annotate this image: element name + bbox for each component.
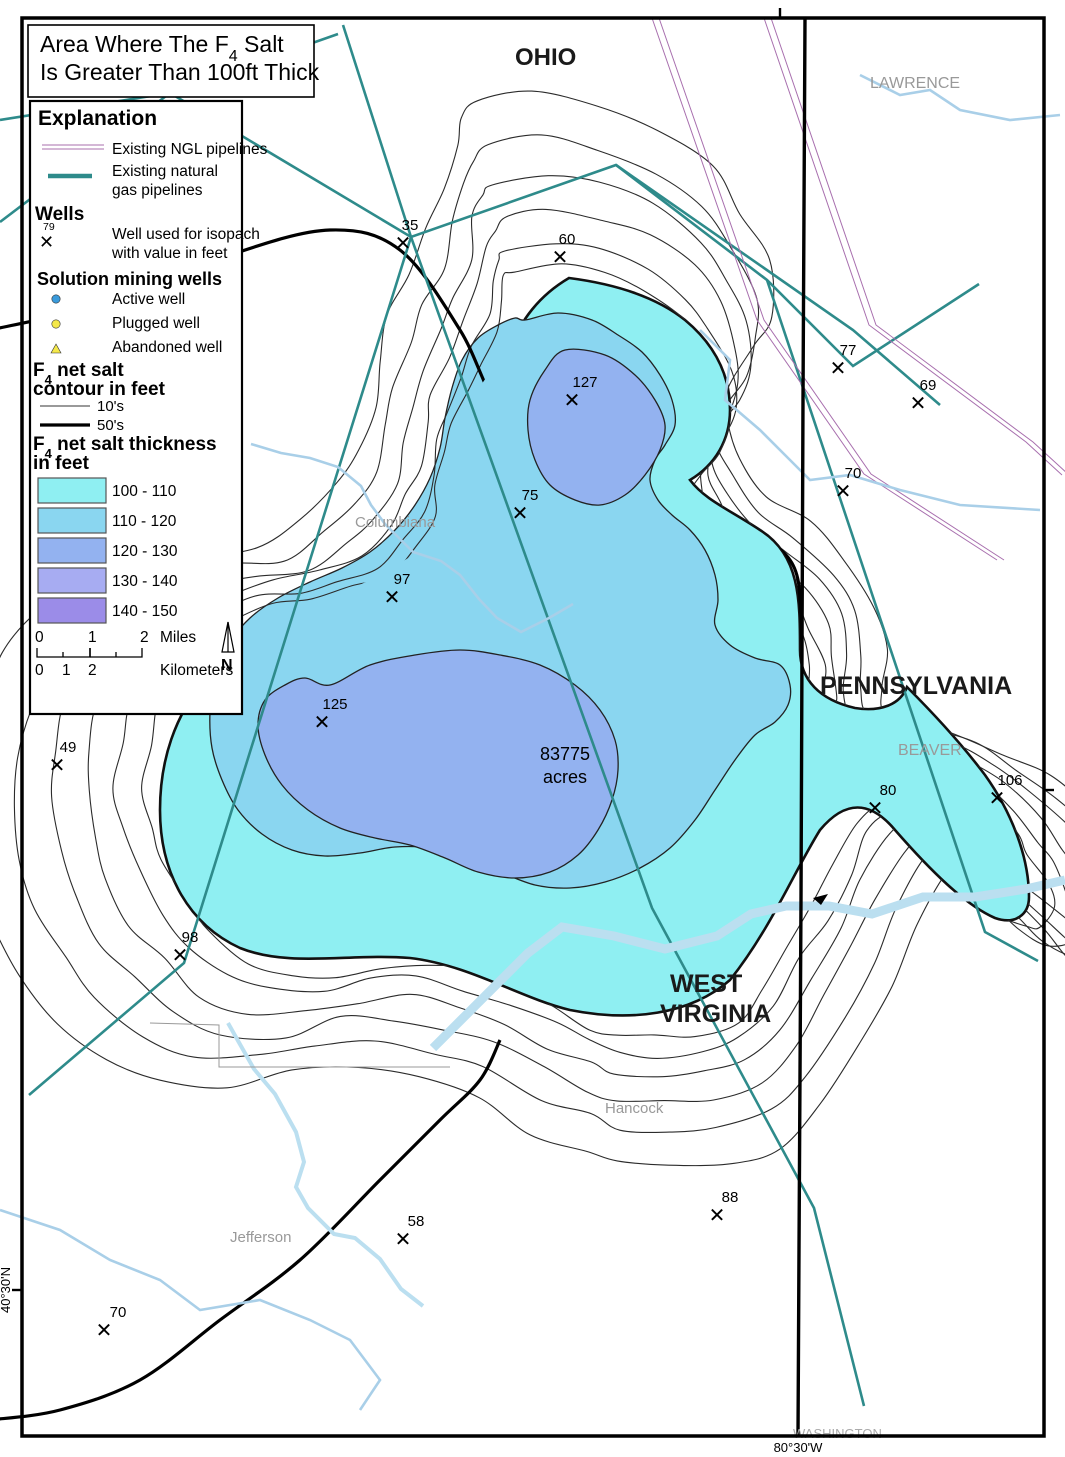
svg-text:10's: 10's	[97, 398, 124, 415]
svg-text:Hancock: Hancock	[605, 1100, 664, 1117]
svg-text:Solution mining wells: Solution mining wells	[37, 269, 222, 289]
svg-text:80: 80	[880, 782, 897, 799]
svg-text:130 - 140: 130 - 140	[112, 573, 178, 590]
svg-text:50's: 50's	[97, 417, 124, 434]
svg-text:✕: ✕	[830, 358, 847, 380]
svg-text:Plugged well: Plugged well	[112, 315, 200, 332]
svg-text:Columbiana: Columbiana	[355, 514, 436, 531]
svg-text:contour in feet: contour in feet	[33, 379, 166, 400]
svg-text:83775: 83775	[540, 744, 590, 764]
svg-text:1: 1	[88, 629, 97, 646]
svg-text:✕: ✕	[564, 390, 581, 412]
svg-text:Jefferson: Jefferson	[230, 1229, 291, 1246]
svg-text:acres: acres	[543, 767, 587, 787]
svg-text:2: 2	[88, 662, 97, 679]
svg-text:0: 0	[35, 629, 44, 646]
svg-text:with value in feet: with value in feet	[111, 245, 228, 262]
svg-text:✕: ✕	[552, 247, 569, 269]
svg-text:0: 0	[35, 662, 44, 679]
svg-text:2: 2	[140, 629, 149, 646]
svg-text:WASHINGTON: WASHINGTON	[793, 1426, 882, 1441]
svg-text:40°30'N: 40°30'N	[0, 1267, 13, 1313]
svg-text:106: 106	[997, 772, 1022, 789]
svg-text:✕: ✕	[172, 945, 189, 967]
svg-text:✕: ✕	[49, 755, 66, 777]
svg-text:Well used for isopach: Well used for isopach	[112, 226, 260, 243]
svg-text:✕: ✕	[395, 1229, 412, 1251]
svg-text:Is Greater Than 100ft Thick: Is Greater Than 100ft Thick	[40, 59, 320, 85]
svg-text:125: 125	[322, 696, 347, 713]
svg-text:70: 70	[845, 465, 862, 482]
svg-text:LAWRENCE: LAWRENCE	[870, 75, 960, 92]
svg-text:in feet: in feet	[33, 453, 90, 474]
svg-text:✕: ✕	[709, 1205, 726, 1227]
svg-text:✕: ✕	[835, 481, 852, 503]
svg-text:1: 1	[62, 662, 71, 679]
svg-text:49: 49	[60, 739, 77, 756]
svg-text:Explanation: Explanation	[38, 107, 157, 130]
svg-text:97: 97	[394, 571, 411, 588]
svg-text:120 - 130: 120 - 130	[112, 543, 178, 560]
svg-text:PENNSYLVANIA: PENNSYLVANIA	[820, 672, 1012, 700]
svg-text:✕: ✕	[39, 232, 54, 252]
svg-text:70: 70	[110, 1304, 127, 1321]
svg-text:OHIO: OHIO	[515, 44, 576, 71]
svg-text:BEAVER: BEAVER	[898, 742, 962, 759]
svg-text:✕: ✕	[395, 233, 412, 255]
svg-text:VIRGINIA: VIRGINIA	[660, 1000, 771, 1028]
svg-text:Abandoned well: Abandoned well	[112, 339, 222, 356]
svg-text:60: 60	[559, 231, 576, 248]
svg-text:88: 88	[722, 1189, 739, 1206]
svg-text:N: N	[221, 657, 233, 674]
svg-text:Miles: Miles	[160, 629, 196, 646]
svg-text:✕: ✕	[512, 503, 529, 525]
svg-text:75: 75	[522, 487, 539, 504]
svg-text:✕: ✕	[384, 587, 401, 609]
svg-text:127: 127	[572, 374, 597, 391]
svg-text:77: 77	[840, 342, 857, 359]
svg-text:98: 98	[182, 929, 199, 946]
svg-text:Existing natural: Existing natural	[112, 163, 218, 180]
svg-text:WEST: WEST	[670, 970, 742, 998]
svg-text:140 - 150: 140 - 150	[112, 603, 178, 620]
svg-text:✕: ✕	[314, 712, 331, 734]
svg-text:58: 58	[408, 1213, 425, 1230]
svg-text:69: 69	[920, 377, 937, 394]
svg-text:110 - 120: 110 - 120	[112, 513, 177, 530]
svg-text:✕: ✕	[989, 788, 1006, 810]
svg-text:Existing NGL pipelines: Existing NGL pipelines	[112, 141, 268, 158]
svg-text:✕: ✕	[96, 1320, 113, 1342]
svg-text:80°30'W: 80°30'W	[774, 1440, 824, 1455]
svg-text:✕: ✕	[867, 798, 884, 820]
svg-text:35: 35	[402, 217, 419, 234]
svg-text:gas pipelines: gas pipelines	[112, 182, 203, 199]
svg-text:100 - 110: 100 - 110	[112, 483, 177, 500]
svg-text:Active well: Active well	[112, 291, 185, 308]
svg-text:✕: ✕	[910, 393, 927, 415]
